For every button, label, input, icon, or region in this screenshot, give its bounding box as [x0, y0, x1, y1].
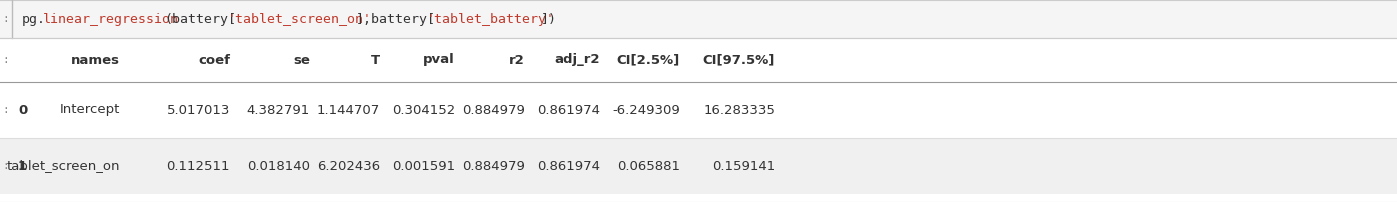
Text: pg.: pg. [22, 13, 46, 25]
Text: ]): ]) [541, 13, 556, 25]
Text: se: se [293, 54, 310, 66]
Text: :: : [3, 55, 10, 65]
Text: 0: 0 [18, 103, 28, 117]
Text: 0.884979: 0.884979 [462, 160, 525, 173]
Text: :: : [3, 161, 10, 171]
Text: CI[97.5%]: CI[97.5%] [703, 54, 775, 66]
Text: names: names [71, 54, 120, 66]
Text: 0.112511: 0.112511 [166, 160, 231, 173]
Bar [0, 82, 1397, 138]
Bar [0, 0, 1397, 38]
Text: 0.861974: 0.861974 [536, 160, 599, 173]
Text: ],battery[: ],battery[ [356, 13, 436, 25]
Text: tablet_screen_on: tablet_screen_on [7, 160, 120, 173]
Text: linear_regression: linear_regression [43, 13, 179, 25]
Text: 0.018140: 0.018140 [247, 160, 310, 173]
Text: adj_r2: adj_r2 [555, 54, 599, 66]
Text: 0.884979: 0.884979 [462, 103, 525, 117]
Text: pval: pval [423, 54, 455, 66]
Text: (battery[: (battery[ [163, 13, 236, 25]
Text: 4.382791: 4.382791 [247, 103, 310, 117]
Text: :: : [3, 14, 10, 24]
Text: CI[2.5%]: CI[2.5%] [616, 54, 680, 66]
Text: T: T [370, 54, 380, 66]
Text: 'tablet_battery': 'tablet_battery' [426, 13, 555, 25]
Bar [0, 38, 1397, 82]
Text: 0.001591: 0.001591 [393, 160, 455, 173]
Text: 'tablet_screen_on': 'tablet_screen_on' [228, 13, 372, 25]
Text: 0.861974: 0.861974 [536, 103, 599, 117]
Text: 0.159141: 0.159141 [711, 160, 775, 173]
Bar [0, 138, 1397, 194]
Text: Intercept: Intercept [60, 103, 120, 117]
Text: 16.283335: 16.283335 [703, 103, 775, 117]
Text: -6.249309: -6.249309 [612, 103, 680, 117]
Bar [0, 38, 1397, 202]
Text: 1: 1 [18, 160, 27, 173]
Text: 0.304152: 0.304152 [391, 103, 455, 117]
Text: 6.202436: 6.202436 [317, 160, 380, 173]
Text: 0.065881: 0.065881 [617, 160, 680, 173]
Text: r2: r2 [510, 54, 525, 66]
Text: :: : [3, 105, 10, 115]
Text: 5.017013: 5.017013 [166, 103, 231, 117]
Text: coef: coef [198, 54, 231, 66]
Text: 1.144707: 1.144707 [317, 103, 380, 117]
